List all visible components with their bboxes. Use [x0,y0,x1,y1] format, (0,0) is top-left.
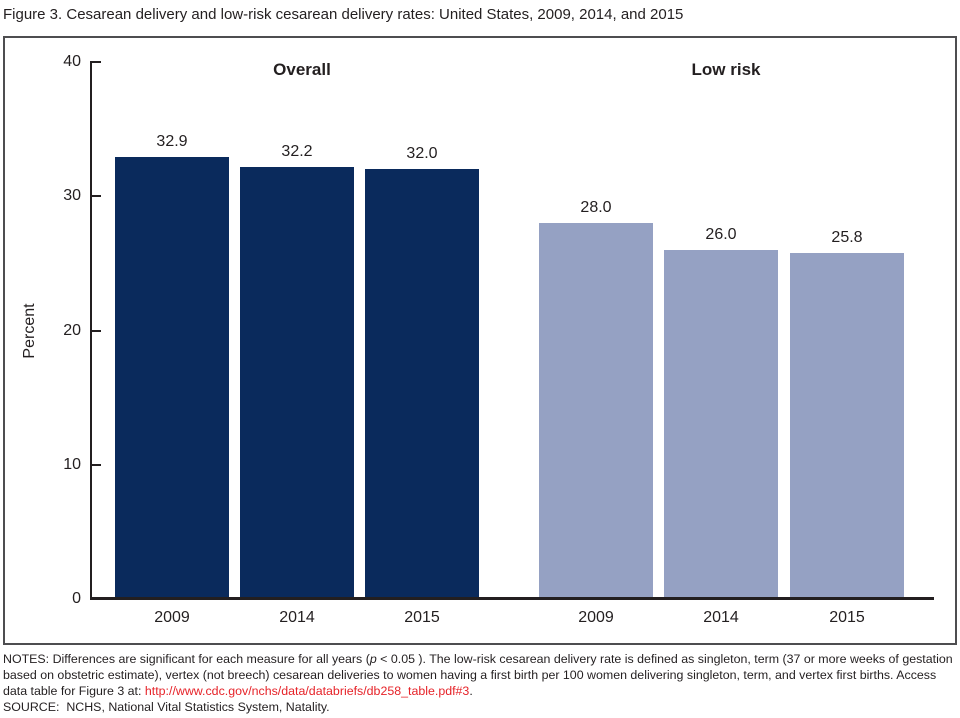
notes-text: < 0.05 ). The low-risk cesarean delivery… [3,652,953,698]
data-table-link[interactable]: http://www.cdc.gov/nchs/data/databriefs/… [144,684,470,698]
notes-text: . [469,684,473,698]
y-tick-mark [90,463,101,466]
bar-value-label: 28.0 [580,199,612,216]
x-tick-label: 2014 [279,609,315,626]
bar-value-label: 26.0 [705,226,737,243]
source-line: SOURCE: NCHS, National Vital Statistics … [3,700,330,714]
group-label-overall: Overall [273,60,331,79]
bar-overall-2014 [240,167,354,599]
bar-overall-2009 [115,157,229,599]
y-tick-mark [90,329,101,332]
figure-title: Figure 3. Cesarean delivery and low-risk… [3,6,684,23]
bar-low-risk-2015 [790,253,904,599]
notes-p-italic: p [369,652,377,666]
x-tick-label: 2015 [829,609,865,626]
bar-value-label: 32.9 [156,133,188,150]
bar-overall-2015 [365,169,479,599]
group-label-low-risk: Low risk [691,60,761,79]
y-tick-label: 0 [72,590,81,607]
y-tick-label: 20 [63,321,81,339]
bar-value-label: 25.8 [831,229,863,246]
x-tick-label: 2014 [703,609,739,626]
bar-value-label: 32.2 [281,143,313,160]
y-tick-mark [90,195,101,198]
y-tick-label: 40 [63,53,81,70]
bar-low-risk-2014 [664,250,778,599]
y-tick-label: 10 [63,455,81,473]
chart-frame: Percent Overall Low risk 0 10 20 30 40 32.9 20… [3,36,957,645]
y-tick-mark [90,61,101,63]
notes-text: NOTES: Differences are significant for e… [3,652,370,666]
notes-block: NOTES: Differences are significant for e… [3,651,955,715]
x-tick-label: 2009 [154,609,190,626]
x-tick-label: 2015 [404,609,440,626]
y-tick-label: 30 [63,187,81,205]
x-axis-line [90,597,934,600]
y-axis-label: Percent [21,303,38,359]
bar-low-risk-2009 [539,223,653,599]
x-tick-label: 2009 [578,609,614,626]
bar-value-label: 32.0 [406,145,438,162]
